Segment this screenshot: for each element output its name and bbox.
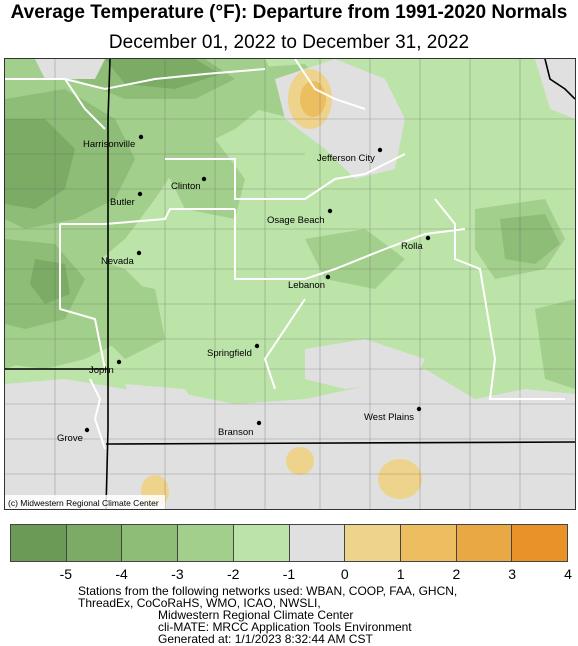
footer-line: Midwestern Regional Climate Center [158,608,354,622]
footer-line: ThreadEx, CoCoRaHS, WMO, ICAO, NWSLI, [78,596,321,610]
legend-swatch [456,525,513,561]
legend-swatch [233,525,290,561]
legend-tick-label: 0 [340,566,349,582]
city-label: Grove [57,433,83,444]
legend-tick-label: -5 [59,566,73,582]
legend-tick-label: -2 [226,566,240,582]
city-label: Jefferson City [317,153,375,164]
city-label: Branson [218,427,253,438]
credit-text: (c) Midwestern Regional Climate Center [8,498,159,508]
legend-tick-label: -4 [115,566,128,582]
city-label: Harrisonville [83,139,135,150]
legend-tick-label: 3 [508,566,517,582]
temperature-departure-map: Harrisonville Clinton Jefferson City But… [4,58,576,510]
city-label: Lebanon [288,280,325,291]
legend-tick-label: 4 [564,566,572,582]
legend-swatch [345,525,401,561]
legend-ticks: -5 -4 -3 -2 -1 0 1 2 3 4 [10,566,572,584]
legend-swatch [11,525,67,561]
legend-swatch [400,525,457,561]
city-label: Rolla [401,241,423,252]
footer-line: cli-MATE: MRCC Application Tools Environ… [158,620,412,634]
footer-notes: Stations from the following networks use… [78,585,518,645]
legend-tick-label: 1 [396,566,405,582]
footer-line: Generated at: 1/1/2023 8:32:44 AM CST [158,632,373,646]
map-subtitle: December 01, 2022 to December 31, 2022 [108,32,470,53]
legend-swatch [122,525,179,561]
legend-swatch [289,525,346,561]
city-label: Butler [110,197,135,208]
legend-tick-label: -3 [171,566,184,582]
legend-swatch [178,525,234,561]
color-legend [10,524,568,562]
city-label: Springfield [207,348,252,359]
city-label: Joplin [89,365,114,376]
legend-tick-label: -1 [282,566,296,582]
legend-swatch [66,525,123,561]
city-label: Nevada [101,256,134,267]
city-label: Osage Beach [267,215,325,226]
legend-tick-label: 2 [452,566,461,582]
footer-line: Stations from the following networks use… [78,584,458,598]
city-label: West Plains [364,412,414,423]
legend-swatch [512,525,568,561]
city-label: Clinton [171,181,201,192]
map-title: Average Temperature (°F): Departure from… [10,2,568,23]
